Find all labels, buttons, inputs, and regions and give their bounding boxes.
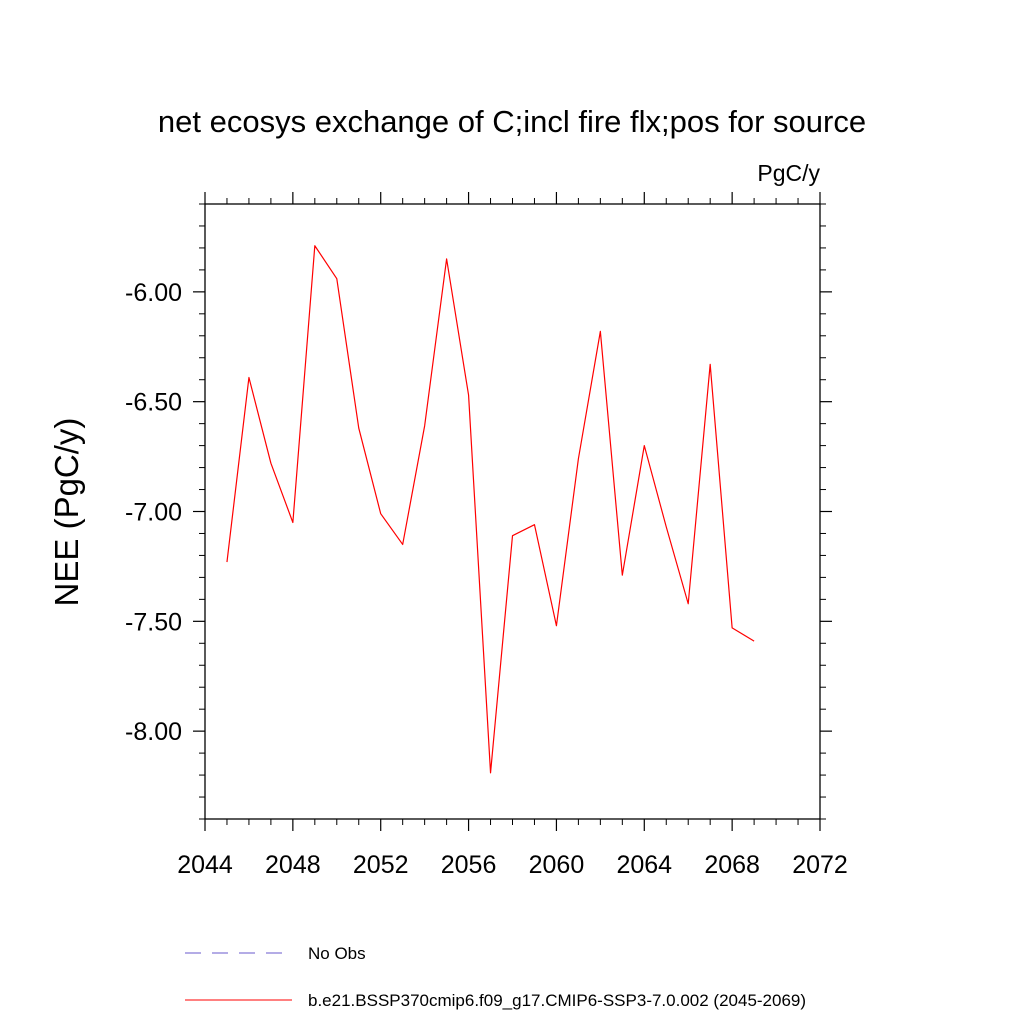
chart-title: net ecosys exchange of C;incl fire flx;p… — [158, 104, 866, 139]
y-tick-label: -6.50 — [125, 389, 182, 417]
plot-frame — [204, 203, 821, 820]
series-layer — [226, 245, 755, 774]
y-tick-label: -7.00 — [125, 499, 182, 527]
y-tick-label: -8.00 — [125, 718, 182, 746]
legend-label: No Obs — [308, 944, 366, 963]
y-tick-label: -7.50 — [125, 608, 182, 636]
x-tick-label: 2044 — [177, 851, 233, 879]
x-tick-label: 2068 — [704, 851, 760, 879]
y-axis-label: NEE (PgC/y) — [48, 418, 85, 607]
x-tick-label: 2056 — [441, 851, 497, 879]
series-line — [226, 245, 755, 774]
x-tick-label: 2060 — [529, 851, 585, 879]
legend: No Obs b.e21.BSSP370cmip6.f09_g17.CMIP6-S… — [185, 944, 806, 1010]
x-tick-label: 2048 — [265, 851, 321, 879]
x-tick-label: 2052 — [353, 851, 409, 879]
y-tick-label: -6.00 — [125, 279, 182, 307]
units-label: PgC/y — [757, 160, 820, 186]
x-tick-label: 2064 — [616, 851, 672, 879]
legend-label: b.e21.BSSP370cmip6.f09_g17.CMIP6-SSP3-7.… — [308, 991, 806, 1010]
axes: 2044 2048 2052 2056 2060 2064 2068 2072 -8.00 -7.… — [125, 192, 848, 879]
x-tick-label: 2072 — [792, 851, 848, 879]
